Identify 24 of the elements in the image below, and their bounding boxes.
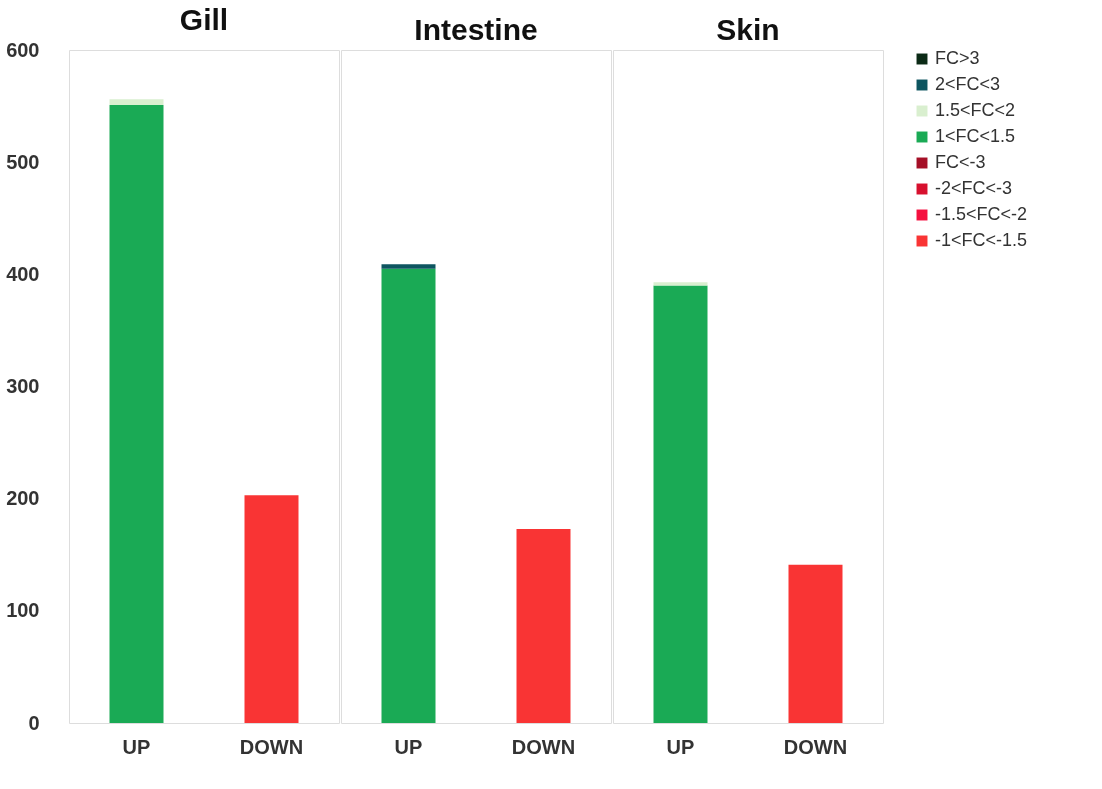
y-tick-label: 200: [6, 487, 40, 510]
x-tick-label: DOWN: [511, 735, 576, 758]
y-tick-label: 0: [28, 711, 40, 734]
x-tick-label: UP: [394, 735, 423, 758]
legend-label: 2<FC<3: [935, 74, 1001, 94]
x-tick-label: UP: [666, 735, 695, 758]
legend-label: FC<-3: [935, 152, 986, 172]
legend-label: -2<FC<-3: [935, 178, 1013, 198]
x-tick-label: DOWN: [783, 735, 848, 758]
chart-title: Skin: [716, 13, 780, 46]
legend-label: FC>3: [935, 48, 980, 68]
y-tick-label: 600: [6, 38, 40, 61]
y-tick-label: 300: [6, 375, 40, 397]
x-tick-label: DOWN: [239, 735, 304, 758]
x-tick-label: UP: [122, 735, 151, 758]
legend-label: 1.5<FC<2: [935, 100, 1016, 120]
legend-label: 1<FC<1.5: [935, 126, 1016, 146]
chart-title: Gill: [179, 3, 229, 36]
legend-label: -1<FC<-1.5: [935, 230, 1028, 250]
chart-title: Intestine: [414, 13, 538, 46]
legend-label: -1.5<FC<-2: [935, 204, 1028, 224]
y-tick-label: 400: [6, 262, 40, 285]
y-tick-label: 100: [6, 599, 40, 622]
y-tick-label: 500: [6, 150, 40, 173]
